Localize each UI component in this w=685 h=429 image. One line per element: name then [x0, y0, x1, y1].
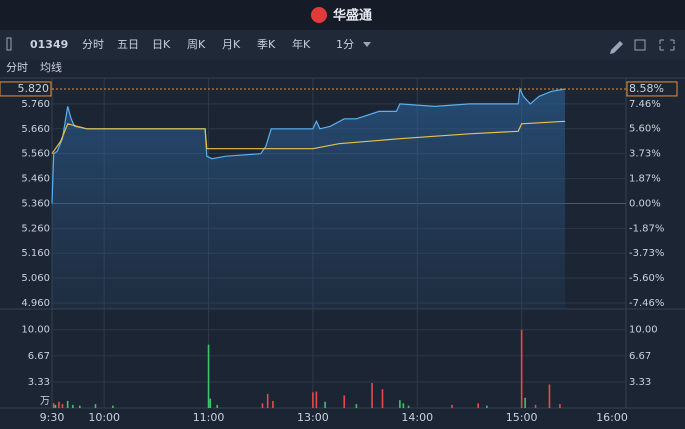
last-price-box — [0, 81, 52, 97]
volume-bar — [312, 392, 314, 408]
y-tick-label: 5.560 — [21, 149, 50, 160]
volume-bar — [72, 404, 74, 408]
last-change-label: 8.58% — [629, 82, 664, 95]
price-line — [51, 86, 566, 204]
x-tick-label: 9:30 — [40, 411, 65, 424]
tab[interactable]: 月K — [222, 38, 241, 51]
volume-bar — [520, 329, 523, 408]
volume-bar — [371, 382, 373, 408]
y2-tick-label: 3.73% — [629, 149, 661, 160]
volume-bar — [402, 403, 405, 408]
volume-bar — [477, 403, 479, 408]
volume-bar — [324, 401, 326, 408]
volume-bar — [266, 393, 269, 408]
volume-bar — [315, 391, 318, 408]
y-tick-label: 5.360 — [21, 198, 50, 209]
volume-bar — [94, 404, 97, 408]
y-tick-label: 5.760 — [21, 99, 50, 110]
volume-bar — [66, 400, 69, 408]
volume-bar — [355, 404, 358, 408]
fullscreen-icon[interactable] — [659, 39, 675, 51]
volume-bar — [451, 404, 453, 408]
x-tick-label: 10:00 — [88, 411, 120, 424]
draw-icon[interactable] — [610, 41, 623, 54]
tab[interactable]: 年K — [292, 37, 311, 51]
x-tick-label: 16:00 — [596, 411, 628, 424]
x-tick-label: 15:00 — [506, 411, 538, 424]
tab[interactable]: 季K — [257, 38, 276, 51]
x-tick-label: 11:00 — [193, 411, 225, 424]
last-change-box — [626, 81, 678, 97]
tab[interactable]: 周K — [187, 38, 206, 51]
legend-entry: 均线 — [40, 60, 62, 74]
y2-tick-label: -7.46% — [629, 298, 664, 309]
volume-bar — [209, 398, 212, 408]
volume-bar — [524, 397, 526, 408]
y2-tick-label: -1.87% — [629, 223, 664, 234]
tab[interactable]: 日K — [152, 38, 171, 51]
volume-tick-label: 6.67 — [28, 351, 50, 362]
logo-icon — [311, 7, 327, 23]
last-price-label: 5.820 — [18, 82, 50, 95]
legend-entry: 分时 — [6, 61, 28, 74]
volume-bar — [399, 400, 401, 408]
dropdown-caret[interactable] — [363, 42, 371, 47]
volume-bar — [112, 405, 114, 408]
volume-bar — [407, 405, 410, 408]
price-area — [52, 89, 566, 309]
volume-bar — [559, 404, 561, 408]
volume-tick-label-right: 3.33 — [629, 377, 651, 388]
tab[interactable]: 五日 — [117, 38, 139, 51]
volume-tick-label: 10.00 — [21, 325, 50, 336]
y2-tick-label: 5.60% — [629, 124, 661, 135]
volume-bar — [261, 403, 264, 408]
interval-select[interactable]: 1分 — [336, 38, 354, 51]
volume-bar — [79, 405, 81, 408]
volume-bar — [52, 403, 55, 408]
volume-bar — [54, 404, 57, 408]
y-tick-label: 5.160 — [21, 248, 50, 259]
x-tick-label: 13:00 — [297, 411, 329, 424]
volume-bar — [381, 389, 384, 408]
y2-tick-label: 0.00% — [629, 198, 661, 209]
popout-icon[interactable] — [634, 39, 646, 51]
volume-bar — [548, 384, 551, 408]
sidebar-toggle[interactable] — [6, 37, 12, 51]
volume-bar — [272, 400, 274, 408]
volume-tick-label: 3.33 — [28, 377, 50, 388]
volume-tick-label-right: 6.67 — [629, 351, 651, 362]
y2-tick-label: 7.46% — [629, 99, 661, 110]
header-bar — [0, 0, 685, 30]
volume-bar — [61, 404, 64, 408]
volume-bar — [486, 405, 488, 408]
stock-code: 01349 — [30, 38, 68, 51]
y-tick-label: 5.460 — [21, 174, 50, 185]
y-tick-label: 5.260 — [21, 223, 50, 234]
volume-tick-label-right: 10.00 — [629, 325, 658, 336]
y2-tick-label: -3.73% — [629, 248, 664, 259]
y-tick-label: 5.060 — [21, 273, 50, 284]
volume-bar — [343, 395, 346, 408]
y2-tick-label: -5.60% — [629, 273, 664, 284]
tab[interactable]: 分时 — [82, 38, 104, 51]
header-title: 华盛通 — [333, 8, 372, 24]
volume-unit: 万 — [40, 396, 50, 407]
y-tick-label: 5.660 — [21, 124, 50, 135]
volume-bar — [534, 404, 537, 408]
y-tick-label: 4.960 — [21, 298, 50, 309]
y2-tick-label: 1.87% — [629, 173, 661, 184]
volume-bar — [58, 401, 60, 408]
x-tick-label: 14:00 — [401, 411, 433, 424]
toolbar — [0, 30, 685, 60]
average-line — [51, 120, 566, 155]
volume-bar — [207, 344, 210, 408]
volume-bar — [216, 404, 219, 408]
